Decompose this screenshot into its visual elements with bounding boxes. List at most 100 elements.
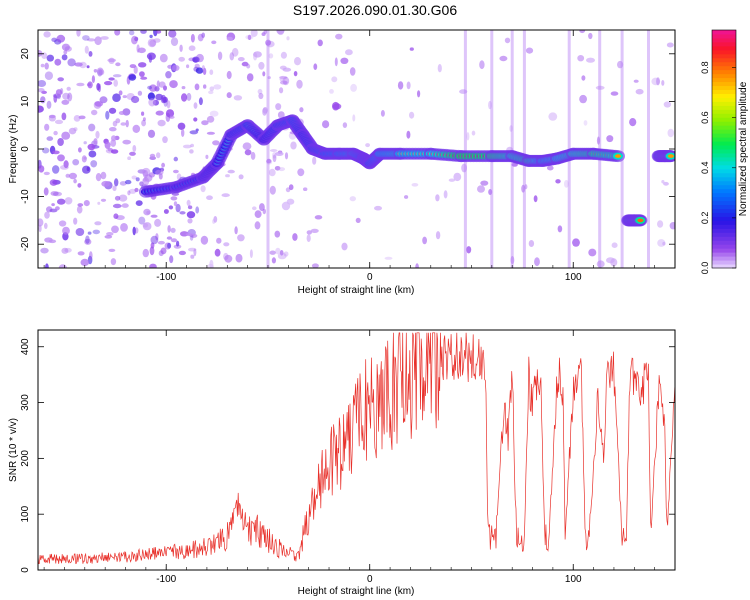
spectrogram-noise-blob — [525, 47, 534, 54]
spectrogram-noise-blob — [158, 173, 163, 180]
spectrogram-noise-blob — [185, 232, 194, 237]
spectrogram-noise-blob — [229, 52, 235, 61]
spectrogram-noise-blob — [149, 246, 155, 256]
spectrogram-noise-blob — [633, 79, 639, 83]
spectrogram-noise-blob — [108, 57, 115, 64]
spectrogram-noise-blob — [113, 213, 119, 219]
spectrogram-noise-blob — [112, 74, 122, 78]
spectrogram-noise-blob — [56, 34, 66, 43]
spectrogram-x-tick-label: 0 — [367, 272, 373, 283]
spectrogram-noise-blob — [104, 141, 111, 149]
spectrogram-noise-blob — [40, 96, 46, 104]
spectrogram-streak — [463, 30, 467, 268]
spectrogram-noise-blob — [250, 151, 256, 160]
spectrogram-noise-blob — [160, 247, 167, 255]
spectrogram-noise-blob — [143, 208, 151, 216]
spectrogram-noise-blob — [57, 198, 66, 205]
spectrogram-noise-blob — [250, 30, 258, 37]
spectrogram-x-tick-label: -100 — [156, 272, 176, 283]
spectrogram-noise-blob — [43, 187, 49, 196]
spectrogram-noise-blob — [61, 43, 70, 51]
spectrogram-noise-blob — [279, 87, 284, 94]
colorbar-cell — [712, 57, 736, 63]
spectrogram-noise-blob — [61, 131, 71, 140]
colorbar-cell — [712, 141, 736, 146]
spectrogram-noise-blob — [283, 251, 289, 257]
spectrogram-x-axis-label: Height of straight line (km) — [298, 285, 415, 296]
spectrogram-noise-blob — [341, 242, 348, 251]
spectrogram-noise-blob — [352, 114, 356, 122]
spectrogram-noise-blob — [154, 218, 162, 227]
spectrogram-noise-blob — [100, 171, 107, 180]
spectrogram-noise-blob — [89, 251, 93, 260]
spectrogram-noise-blob — [657, 220, 664, 228]
spectrogram-noise-blob — [134, 187, 139, 193]
spectrogram-noise-blob — [83, 141, 87, 145]
spectrogram-noise-blob — [135, 200, 143, 207]
spectrogram-noise-blob — [374, 205, 382, 211]
spectrogram-noise-blob — [87, 143, 96, 151]
spectrogram-noise-blob — [269, 185, 276, 195]
spectrogram-noise-blob — [205, 154, 209, 159]
spectrogram-noise-blob — [173, 169, 179, 174]
spectrogram-noise-blob — [142, 248, 149, 258]
spectrogram-noise-blob — [46, 206, 53, 213]
spectrogram-noise-blob — [132, 226, 136, 236]
spectrogram-noise-blob — [76, 205, 83, 214]
colorbar-gradient — [712, 30, 736, 269]
spectrogram-noise-blob — [78, 115, 86, 120]
spectrogram-noise-blob — [213, 216, 218, 223]
spectrogram-noise-blob — [380, 110, 385, 117]
spectrogram-noise-blob — [175, 203, 181, 213]
spectrogram-noise-blob — [226, 36, 233, 41]
spectrogram-noise-blob — [65, 173, 70, 178]
spectrogram-noise-blob — [189, 130, 199, 135]
spectrogram-noise-blob — [127, 156, 131, 160]
spectrogram-noise-blob — [114, 30, 121, 36]
spectrogram-noise-blob — [188, 247, 197, 252]
spectrogram-noise-blob — [195, 206, 200, 214]
spectrogram-noise-blob — [106, 232, 114, 236]
spectrogram-y-tick-label: 20 — [20, 48, 31, 60]
spectrogram-noise-blob — [306, 234, 311, 242]
spectrogram-noise-blob — [279, 75, 288, 80]
spectrogram-noise-blob — [40, 247, 49, 254]
spectrogram-noise-blob — [657, 239, 666, 247]
spectrogram-noise-blob — [277, 111, 285, 119]
spectrogram-noise-blob — [142, 170, 149, 179]
spectrogram-noise-blob — [149, 263, 157, 268]
spectrogram-noise-blob — [68, 127, 77, 135]
spectrogram-noise-blob — [42, 147, 50, 154]
spectrogram-noise-blob — [548, 112, 558, 121]
spectrogram-noise-blob — [254, 210, 262, 219]
spectrogram-noise-blob — [120, 122, 127, 126]
colorbar-cell — [712, 260, 736, 265]
spectrogram-noise-blob — [170, 227, 176, 233]
spectrogram-noise-blob — [182, 144, 192, 149]
spectrogram-ridge-layer — [138, 114, 675, 227]
spectrogram-noise-blob — [94, 101, 104, 107]
spectrogram-noise-blob — [157, 240, 165, 245]
spectrogram-noise-blob — [173, 244, 182, 249]
spectrogram-noise-blob — [115, 62, 121, 67]
spectrogram-noise-blob — [139, 181, 144, 187]
spectrogram-y-tick-label: 10 — [20, 95, 31, 107]
spectrogram-noise-blob — [194, 83, 200, 91]
spectrogram-noise-blob — [57, 154, 65, 162]
colorbar-cell — [712, 152, 736, 158]
spectrogram-noise-blob — [104, 81, 113, 86]
spectrogram-noise-blob — [206, 195, 213, 200]
colorbar-cell — [712, 264, 736, 269]
colorbar-cell — [712, 105, 736, 110]
spectrogram-noise-blob — [118, 111, 126, 115]
spectrogram-noise-blob — [274, 230, 281, 238]
spectrogram-noise-blob — [76, 30, 81, 37]
spectrogram-noise-blob — [147, 129, 156, 138]
colorbar-cell — [712, 109, 736, 114]
spectrogram-noise-blob — [461, 163, 467, 173]
spectrogram-noise-blob — [148, 98, 156, 107]
spectrogram-noise-blob — [73, 178, 77, 184]
spectrogram-noise-blob — [132, 145, 137, 152]
spectrogram-noise-blob — [64, 247, 72, 253]
